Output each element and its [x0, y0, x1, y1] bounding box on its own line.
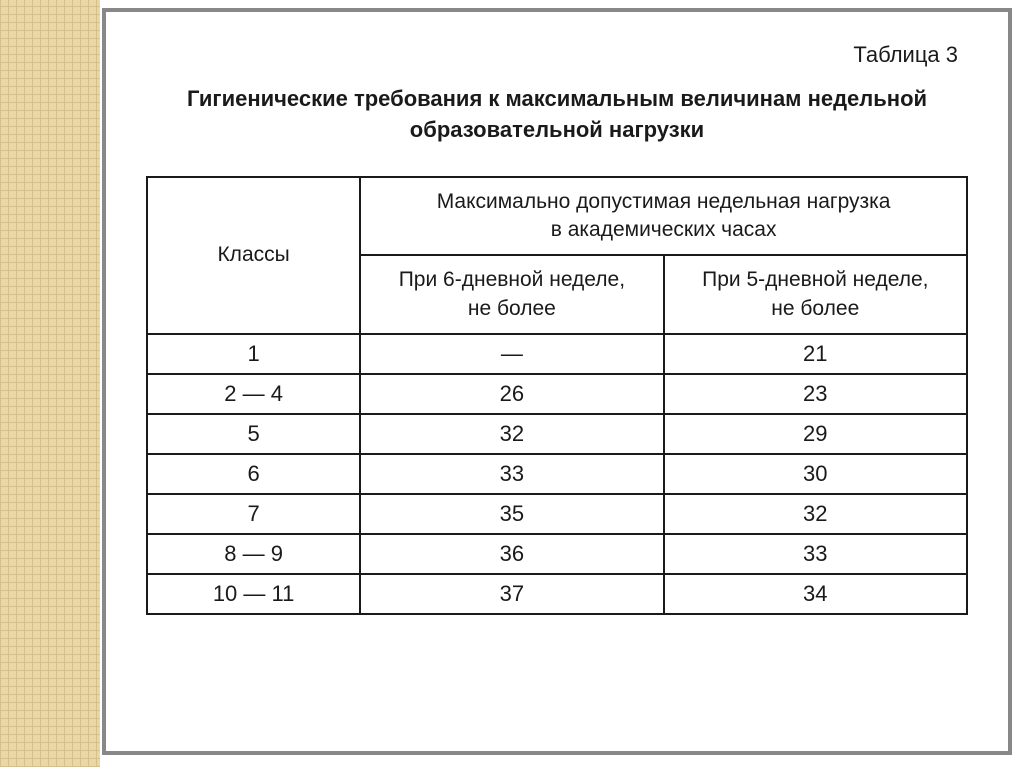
cell-class: 5: [147, 414, 360, 454]
cell-class: 2 — 4: [147, 374, 360, 414]
header-five-day: При 5-дневной неделе, не более: [664, 255, 967, 334]
content-frame: Таблица 3 Гигиенические требования к мак…: [102, 8, 1012, 755]
decorative-pattern-border: [0, 0, 100, 767]
title-line-1: Гигиенические требования к максимальным …: [187, 86, 927, 111]
table-row: 10 — 11 37 34: [147, 574, 967, 614]
cell-five-day: 32: [664, 494, 967, 534]
title-line-2: образовательной нагрузки: [410, 117, 704, 142]
header-max-load-line2: в академических часах: [551, 218, 777, 241]
table-row: 2 — 4 26 23: [147, 374, 967, 414]
cell-class: 10 — 11: [147, 574, 360, 614]
document-title: Гигиенические требования к максимальным …: [146, 84, 968, 146]
cell-six-day: 33: [360, 454, 663, 494]
cell-class: 6: [147, 454, 360, 494]
table-row: 5 32 29: [147, 414, 967, 454]
table-row: 1 — 21: [147, 334, 967, 374]
cell-six-day: 35: [360, 494, 663, 534]
cell-six-day: —: [360, 334, 663, 374]
header-max-load: Максимально допустимая недельная нагрузк…: [360, 177, 967, 256]
table-header-row-1: Классы Максимально допустимая недельная …: [147, 177, 967, 256]
header-max-load-line1: Максимально допустимая недельная нагрузк…: [437, 190, 891, 213]
cell-class: 7: [147, 494, 360, 534]
header-classes: Классы: [147, 177, 360, 334]
header-five-day-line1: При 5-дневной неделе,: [702, 268, 928, 291]
table-number-label: Таблица 3: [146, 42, 968, 68]
cell-six-day: 36: [360, 534, 663, 574]
cell-five-day: 29: [664, 414, 967, 454]
header-five-day-line2: не более: [771, 297, 859, 320]
header-six-day-line1: При 6-дневной неделе,: [399, 268, 625, 291]
cell-class: 8 — 9: [147, 534, 360, 574]
table-row: 6 33 30: [147, 454, 967, 494]
cell-class: 1: [147, 334, 360, 374]
cell-six-day: 26: [360, 374, 663, 414]
cell-five-day: 30: [664, 454, 967, 494]
cell-five-day: 21: [664, 334, 967, 374]
cell-five-day: 33: [664, 534, 967, 574]
cell-six-day: 32: [360, 414, 663, 454]
header-six-day-line2: не более: [468, 297, 556, 320]
table-row: 8 — 9 36 33: [147, 534, 967, 574]
cell-six-day: 37: [360, 574, 663, 614]
load-requirements-table: Классы Максимально допустимая недельная …: [146, 176, 968, 615]
header-six-day: При 6-дневной неделе, не более: [360, 255, 663, 334]
cell-five-day: 23: [664, 374, 967, 414]
table-row: 7 35 32: [147, 494, 967, 534]
cell-five-day: 34: [664, 574, 967, 614]
